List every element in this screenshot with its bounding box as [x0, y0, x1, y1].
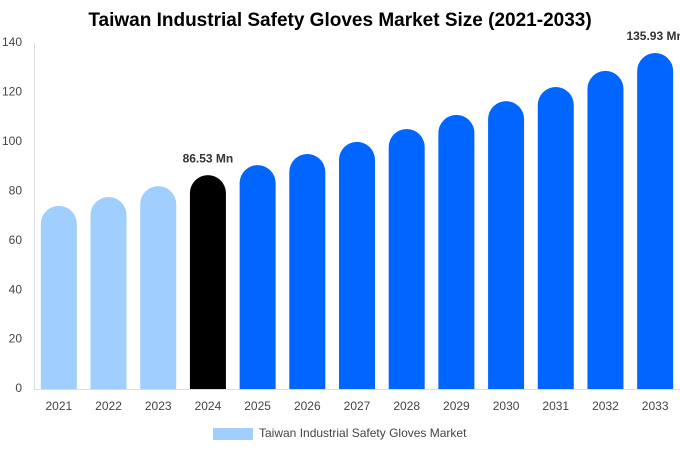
bar	[438, 114, 475, 389]
bar	[537, 86, 574, 389]
y-tick-label: 40	[9, 282, 23, 296]
y-tick-label: 140	[2, 35, 22, 49]
y-tick-label: 0	[15, 381, 22, 395]
x-tick-label: 2021	[45, 399, 72, 413]
legend-label: Taiwan Industrial Safety Gloves Market	[259, 426, 467, 440]
x-tick-label: 2026	[294, 399, 321, 413]
y-tick-label: 80	[9, 183, 23, 197]
bar	[637, 53, 674, 389]
x-tick-label: 2024	[195, 399, 222, 413]
bar	[40, 205, 77, 389]
x-tick-label: 2029	[443, 399, 470, 413]
bar	[140, 186, 177, 389]
bar	[189, 175, 226, 389]
x-tick-label: 2027	[344, 399, 371, 413]
bar	[239, 165, 276, 389]
value-label: 135.93 Mn	[626, 29, 680, 43]
bar	[488, 101, 525, 389]
x-tick-label: 2030	[493, 399, 520, 413]
y-tick-label: 100	[2, 134, 22, 148]
legend-swatch	[213, 428, 253, 440]
bar	[90, 196, 127, 389]
bar	[587, 70, 624, 390]
y-tick-label: 120	[2, 85, 22, 99]
bar	[339, 141, 375, 389]
x-tick-label: 2025	[244, 399, 271, 413]
x-tick-label: 2023	[145, 399, 172, 413]
bar	[289, 153, 326, 389]
x-tick-label: 2031	[542, 399, 569, 413]
y-tick-label: 60	[9, 233, 23, 247]
x-tick-label: 2032	[592, 399, 619, 413]
value-label: 86.53 Mn	[183, 151, 234, 165]
x-tick-label: 2022	[95, 399, 122, 413]
chart-title: Taiwan Industrial Safety Gloves Market S…	[88, 10, 591, 31]
x-tick-label: 2028	[393, 399, 420, 413]
y-tick-label: 20	[9, 332, 23, 346]
bar	[388, 129, 425, 389]
x-tick-label: 2033	[642, 399, 669, 413]
